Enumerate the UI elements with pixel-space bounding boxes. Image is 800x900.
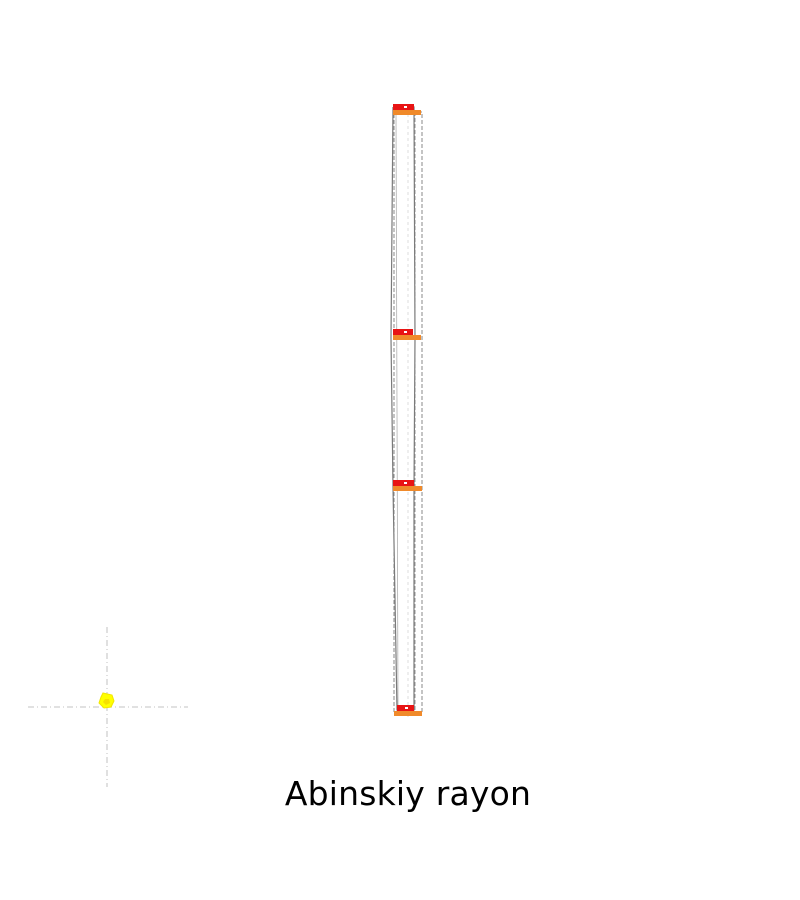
strip-boundary-left-inner — [395, 111, 399, 709]
section-markers — [393, 104, 422, 716]
strip-dashed-outline — [393, 111, 423, 715]
section-marker-icon — [393, 329, 421, 340]
map-title: Abinskiy rayon — [284, 774, 532, 813]
section-marker-icon — [393, 104, 421, 115]
section-marker-icon — [393, 480, 422, 491]
district-strip — [390, 106, 423, 720]
locator-point-center — [103, 699, 110, 705]
strip-boundary — [390, 106, 416, 711]
section-marker-icon — [394, 705, 422, 716]
locator-crosshair — [28, 627, 188, 787]
